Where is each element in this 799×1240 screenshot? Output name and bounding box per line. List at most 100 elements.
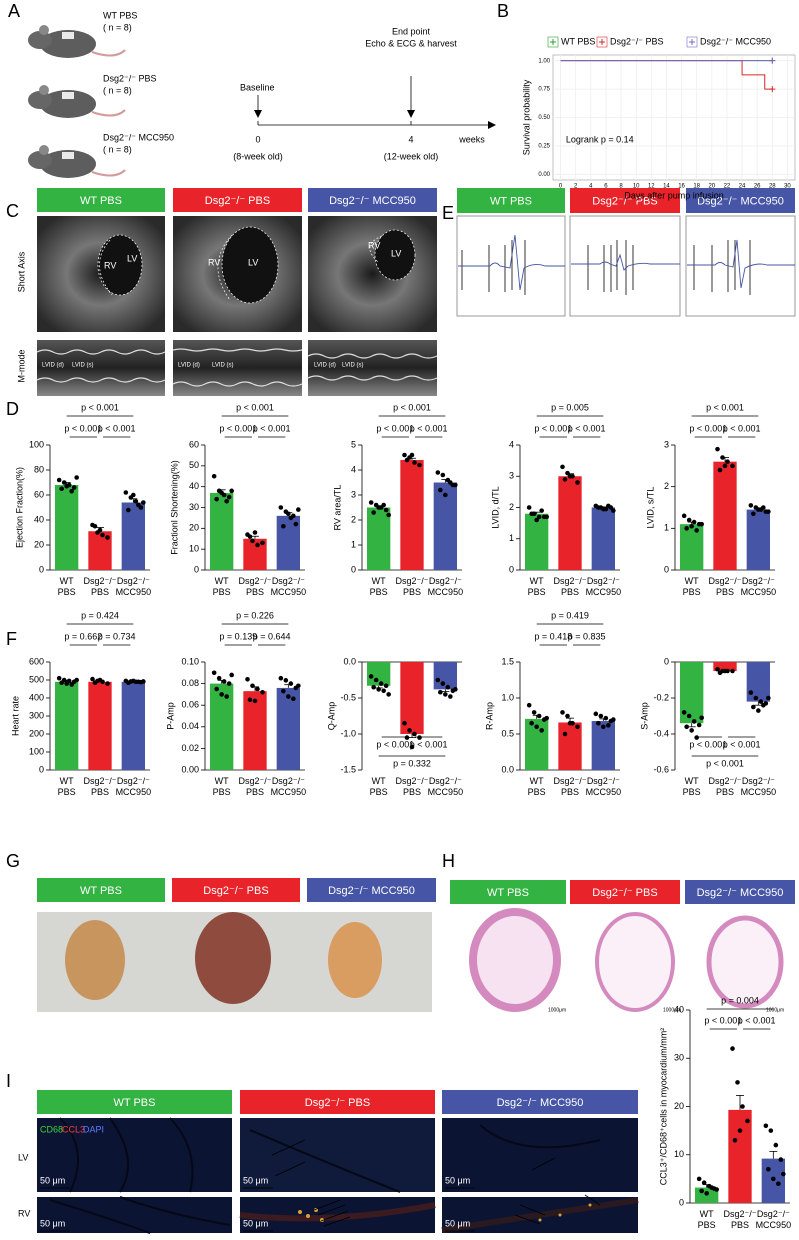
p-value: p < 0.001 (689, 423, 727, 433)
decoration (479, 1124, 601, 1149)
x-tick-label: 0 (559, 184, 563, 190)
bar (433, 482, 457, 570)
data-point (296, 507, 301, 512)
data-point (64, 483, 69, 489)
y-axis-label: Survival probability (521, 79, 531, 155)
y-tick-label: 0.00 (181, 764, 199, 774)
data-point (226, 681, 232, 686)
group-header (570, 880, 680, 904)
group-n: ( n = 8) (103, 85, 132, 95)
x-tick-label: Dsg2⁻/⁻ MCC950 (756, 1209, 792, 1230)
y-tick-label: 0.5 (501, 728, 514, 738)
stain-label: DAPI (83, 1124, 104, 1134)
data-point (694, 735, 699, 740)
group-header-label: Dsg2⁻/⁻ MCC950 (697, 887, 784, 899)
data-point (368, 674, 374, 679)
scale-label: 50 μm (243, 1175, 268, 1185)
bar (558, 476, 582, 570)
data-point (123, 490, 129, 495)
x-tick-label: WT PBS (683, 776, 701, 797)
decoration (307, 375, 438, 381)
data-point (281, 688, 286, 694)
data-point (453, 687, 458, 692)
y-tick-label: -0.4 (653, 728, 669, 738)
panel-letter: I (6, 1071, 11, 1091)
data-point (214, 496, 219, 502)
bar (591, 507, 615, 570)
group-header (442, 1090, 638, 1114)
panel-letters: A B C D E F G H I (6, 1, 509, 1091)
group-header-label: WT PBS (114, 1097, 156, 1109)
p-value: p = 0.004 (721, 995, 759, 1005)
y-tick-label: 0.0 (343, 656, 356, 666)
histology: 1000μm 1000μm 1000μm (469, 908, 784, 1013)
data-point (376, 505, 381, 510)
data-point (386, 692, 391, 697)
x-tick-label: Dsg2⁻/⁻ PBS (83, 576, 116, 597)
lvid-s-label: LVID (s) (342, 363, 364, 369)
data-point (224, 498, 229, 504)
data-point (751, 511, 756, 517)
group-header-label: Dsg2⁻/⁻ PBS (203, 885, 268, 897)
fluorescence-image (240, 1118, 435, 1192)
data-point (435, 677, 441, 683)
group-header-label: Dsg2⁻/⁻ MCC950 (497, 1097, 584, 1109)
scale-label: 50 μm (445, 1175, 470, 1185)
baseline-label: Baseline (240, 82, 275, 92)
data-point (773, 1142, 779, 1148)
data-point (732, 1137, 738, 1143)
group-header-label: WT PBS (80, 885, 122, 897)
decoration (306, 1214, 310, 1218)
y-tick-label: 30 (189, 502, 199, 512)
decoration (91, 49, 126, 57)
data-point (74, 475, 79, 480)
decoration (538, 1218, 542, 1222)
decoration (274, 1161, 306, 1177)
decoration (271, 1139, 306, 1156)
legend-label: Dsg2⁻/⁻ PBS (610, 36, 664, 46)
fluorescence-image (442, 1118, 638, 1192)
y-axis-label: RV area/TL (332, 485, 342, 531)
y-tick-label: 0 (351, 564, 356, 574)
mouse (28, 145, 126, 178)
group-n: ( n = 8) (103, 22, 132, 32)
x-tick-label: Dsg2⁻/⁻ PBS (553, 776, 586, 797)
decoration (298, 1203, 592, 1222)
y-tick-label: 2 (509, 502, 514, 512)
group-header (172, 878, 300, 902)
data-point (381, 502, 386, 508)
data-point (131, 678, 136, 684)
y-tick-label: 3 (664, 439, 669, 449)
legend-symbol (599, 39, 605, 45)
bar (713, 662, 737, 671)
p-value: p < 0.001 (64, 423, 102, 433)
data-point (596, 505, 601, 510)
x-tick-label: 2 (574, 184, 578, 190)
echo-images: Short Axis M-mode RV LV RV LV RV LV LVID… (16, 216, 438, 396)
y-axis-label: R-Amp (484, 702, 494, 730)
ecg-box (685, 215, 796, 317)
bar (525, 513, 549, 570)
x-tick-label: Dsg2⁻/⁻ PBS (238, 776, 271, 797)
data-point (438, 689, 443, 695)
annotation: Logrank p = 0.14 (566, 135, 634, 145)
data-point (531, 710, 537, 715)
y-tick-label: 500 (29, 674, 44, 684)
data-point (701, 1180, 707, 1186)
scale-label: 50 μm (445, 1218, 470, 1228)
lvid-s-label: LVID (s) (212, 363, 234, 369)
decoration (62, 32, 74, 39)
x-tick-label: 26 (754, 184, 761, 190)
heart (195, 912, 271, 1004)
heart-section (706, 915, 784, 1009)
lv-label: LV (127, 253, 137, 263)
data-point (684, 526, 689, 531)
data-point (438, 487, 443, 493)
bar (746, 662, 770, 702)
row-label: Short Axis (16, 251, 26, 292)
data-point (373, 677, 379, 683)
data-point (565, 713, 570, 719)
y-tick-label: 300 (29, 710, 44, 720)
x-tick-label: Dsg2⁻/⁻ PBS (395, 576, 428, 597)
data-point (92, 680, 98, 685)
